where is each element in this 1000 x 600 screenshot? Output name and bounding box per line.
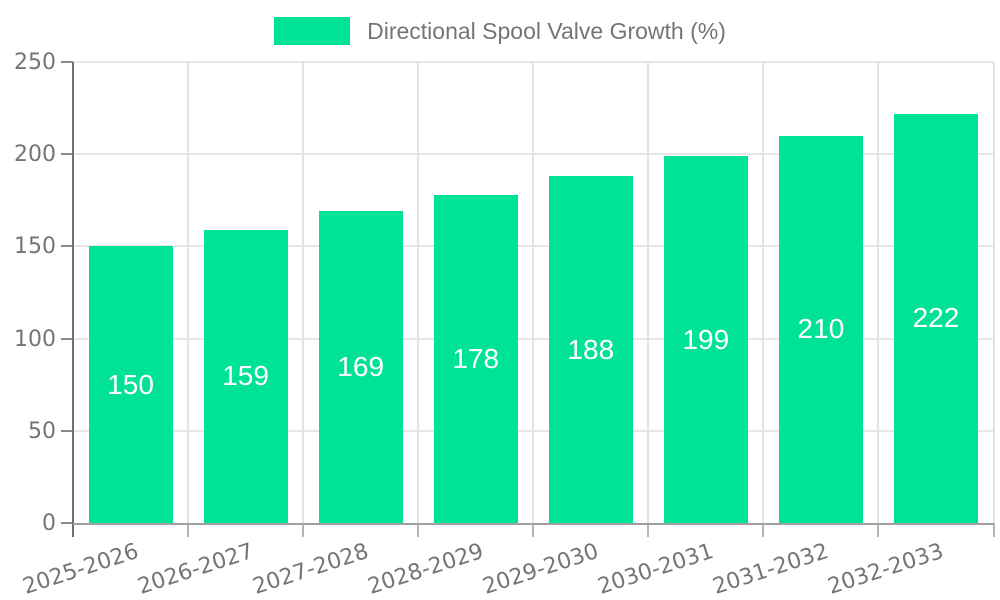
x-axis-tick — [762, 523, 765, 537]
gridline-v — [302, 62, 305, 523]
bar-2027-2028[interactable] — [318, 211, 403, 523]
y-axis-tick-label: 250 — [14, 50, 56, 75]
y-axis-tick — [61, 429, 73, 432]
legend-swatch — [274, 17, 351, 45]
y-axis-line — [72, 62, 74, 537]
bar-2028-2029[interactable] — [433, 194, 518, 523]
y-axis-tick-label: 200 — [14, 142, 56, 168]
x-axis-tick — [647, 523, 650, 537]
x-axis-tick — [187, 523, 190, 537]
y-axis-tick-label: 0 — [42, 511, 56, 536]
bar-2029-2030[interactable] — [548, 176, 633, 523]
gridline-v — [762, 62, 765, 523]
x-axis-category-label: 2025-2026 — [19, 539, 142, 600]
x-axis-category-label: 2028-2029 — [364, 539, 487, 600]
y-axis-tick — [61, 61, 73, 63]
y-axis-tick — [61, 245, 73, 248]
gridline-v — [877, 62, 880, 523]
y-axis-tick — [61, 153, 73, 156]
y-axis-tick-label: 50 — [28, 418, 56, 444]
bar-2031-2032[interactable] — [778, 135, 863, 523]
gridline-v — [417, 62, 420, 523]
legend-label: Directional Spool Valve Growth (%) — [367, 18, 726, 44]
gridline-v — [532, 62, 535, 523]
x-axis-category-label: 2031-2032 — [709, 539, 832, 600]
gridline-v — [187, 62, 190, 523]
x-axis-category-label: 2032-2033 — [824, 539, 947, 600]
y-axis-tick-label: 100 — [14, 326, 56, 352]
x-axis-tick — [877, 523, 880, 537]
bar-2030-2031[interactable] — [663, 156, 748, 523]
x-axis-category-label: 2029-2030 — [479, 539, 602, 600]
x-axis-category-label: 2027-2028 — [249, 539, 372, 600]
x-axis-tick — [417, 523, 420, 537]
x-axis-tick — [302, 523, 305, 537]
x-axis-category-label: 2030-2031 — [594, 539, 717, 600]
y-axis-tick-label: 150 — [14, 234, 56, 260]
x-axis-tick — [992, 523, 995, 537]
gridline-v — [992, 62, 995, 523]
x-axis-category-label: 2026-2027 — [134, 539, 257, 600]
y-axis-tick — [61, 337, 73, 340]
bar-2032-2033[interactable] — [893, 113, 978, 523]
bar-2025-2026[interactable] — [88, 246, 173, 523]
y-axis-tick — [61, 522, 73, 524]
legend-item[interactable]: Directional Spool Valve Growth (%) — [0, 14, 1000, 48]
x-axis-line — [73, 522, 994, 525]
x-axis-tick — [532, 523, 535, 537]
bar-2026-2027[interactable] — [203, 229, 288, 523]
gridline-v — [647, 62, 650, 523]
